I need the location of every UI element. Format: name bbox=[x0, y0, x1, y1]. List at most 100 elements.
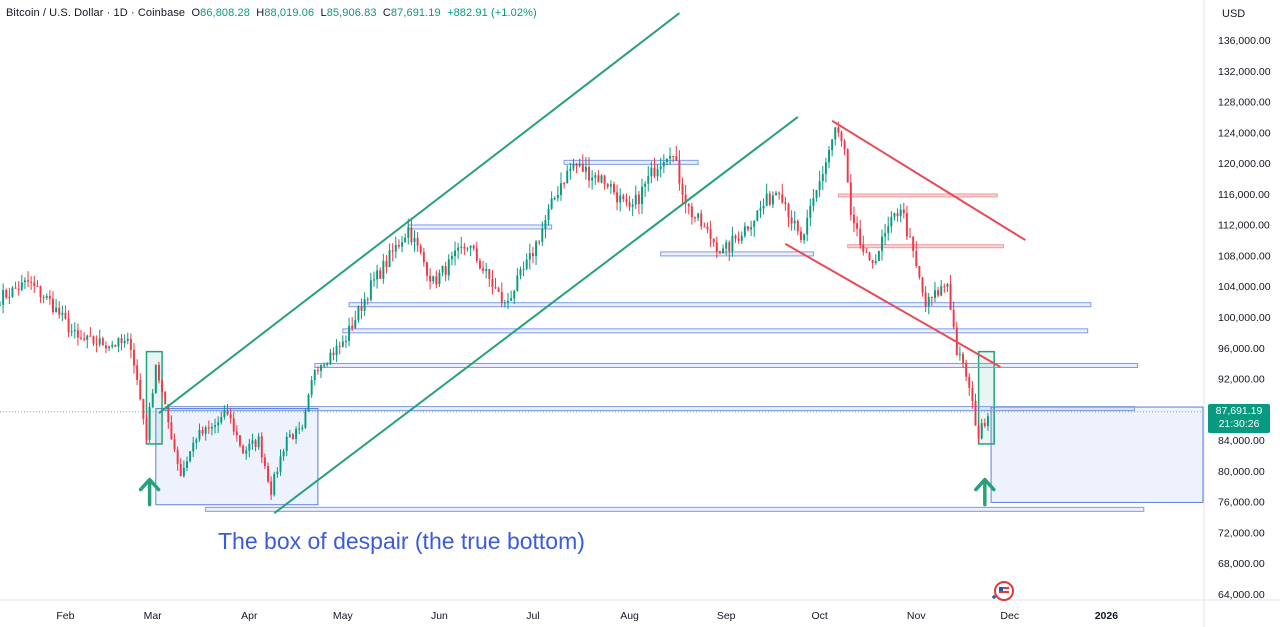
candle-body bbox=[877, 250, 880, 261]
candle-body bbox=[659, 166, 662, 170]
candle-body bbox=[167, 404, 170, 423]
candle-body bbox=[229, 414, 232, 419]
candle-body bbox=[466, 247, 469, 249]
candle-body bbox=[422, 252, 425, 263]
candle-body bbox=[285, 436, 288, 452]
candle-body bbox=[616, 192, 619, 203]
candle-body bbox=[55, 307, 58, 313]
candle-body bbox=[722, 248, 725, 254]
despair-box bbox=[155, 408, 319, 506]
red-level-zone bbox=[837, 193, 998, 198]
candle-body bbox=[958, 354, 961, 356]
time-tick-label: Apr bbox=[241, 610, 258, 622]
candle-body bbox=[868, 252, 871, 260]
candle-body bbox=[662, 161, 665, 167]
candle-body bbox=[544, 219, 547, 229]
candle-body bbox=[831, 139, 834, 151]
candle-body bbox=[391, 250, 394, 252]
support-resistance-zone bbox=[205, 506, 1145, 512]
candle-body bbox=[731, 235, 734, 252]
candle-body bbox=[787, 204, 790, 218]
candle-body bbox=[179, 464, 182, 477]
candle-body bbox=[435, 276, 438, 285]
candle-body bbox=[11, 287, 14, 297]
candle-body bbox=[781, 194, 784, 203]
candle-body bbox=[472, 245, 475, 249]
price-tick-label: 76,000.00 bbox=[1218, 497, 1265, 509]
support-resistance-zone bbox=[342, 328, 1089, 334]
candle-body bbox=[475, 248, 478, 261]
time-tick-label: Feb bbox=[56, 610, 74, 622]
candle-body bbox=[569, 168, 572, 171]
candle-body bbox=[404, 237, 407, 243]
candle-body bbox=[799, 231, 802, 240]
candle-body bbox=[631, 204, 634, 207]
uptrend-channel-line bbox=[158, 12, 681, 414]
candle-body bbox=[295, 429, 298, 439]
time-axis[interactable]: Feb Mar Apr May Jun Jul Aug Sep Oct Nov Dec 2026 bbox=[0, 599, 1280, 622]
candle-body bbox=[198, 429, 201, 440]
symbol-name: Bitcoin / U.S. Dollar · 1D · Coinbase bbox=[6, 7, 186, 19]
candle-body bbox=[195, 439, 198, 443]
candle-body bbox=[23, 280, 26, 283]
candle-body bbox=[771, 195, 774, 205]
candle-body bbox=[775, 193, 777, 196]
candle-body bbox=[890, 216, 893, 227]
candle-body bbox=[507, 300, 509, 303]
candle-body bbox=[852, 214, 855, 224]
candle-body bbox=[756, 210, 759, 221]
candle-body bbox=[812, 198, 815, 206]
candle-body bbox=[70, 331, 73, 333]
candle-body bbox=[678, 160, 681, 184]
time-tick-label: Nov bbox=[907, 610, 926, 622]
candle-body bbox=[276, 471, 279, 474]
candle-body bbox=[940, 286, 943, 296]
candle-body bbox=[637, 194, 640, 205]
candle-body bbox=[104, 345, 107, 349]
price-axis[interactable]: 136,000.00 132,000.00 128,000.00 124,000.00… bbox=[1203, 0, 1271, 627]
price-tick-label: 116,000.00 bbox=[1218, 189, 1270, 201]
candle-body bbox=[142, 399, 145, 419]
candle-body bbox=[307, 394, 310, 412]
support-resistance-zone bbox=[314, 362, 1139, 368]
candle-body bbox=[111, 344, 114, 347]
high-label: H bbox=[256, 7, 265, 19]
candle-body bbox=[351, 325, 354, 329]
candle-body bbox=[747, 226, 749, 230]
candle-body bbox=[151, 393, 154, 407]
candle-body bbox=[291, 434, 294, 439]
candle-body bbox=[519, 269, 522, 276]
candle-body bbox=[566, 170, 569, 184]
candle-body bbox=[394, 245, 397, 252]
candle-body bbox=[36, 285, 39, 287]
candle-body bbox=[500, 291, 503, 303]
candle-body bbox=[397, 245, 400, 247]
candle-body bbox=[235, 431, 238, 436]
currency-label[interactable]: USD bbox=[1222, 8, 1246, 20]
candle-body bbox=[316, 369, 319, 371]
candle-body bbox=[326, 363, 329, 365]
candle-body bbox=[887, 226, 890, 234]
candle-body bbox=[410, 227, 413, 243]
candle-body bbox=[83, 338, 86, 340]
despair-box bbox=[990, 406, 1204, 503]
candle-body bbox=[157, 364, 160, 381]
candle-body bbox=[488, 269, 491, 279]
candle-body bbox=[267, 466, 269, 482]
time-tick-label: May bbox=[333, 610, 354, 622]
high-value: 88,019.06 bbox=[264, 7, 315, 19]
candle-body bbox=[684, 194, 687, 204]
candle-body bbox=[189, 451, 192, 462]
candle-body bbox=[192, 442, 195, 452]
candle-body bbox=[366, 299, 369, 301]
candle-body bbox=[962, 354, 964, 363]
candle-body bbox=[572, 163, 575, 169]
candle-body bbox=[139, 380, 142, 400]
candle-body bbox=[354, 320, 357, 329]
candle-body bbox=[647, 176, 650, 184]
candle-body bbox=[48, 295, 51, 299]
candle-body bbox=[815, 190, 818, 199]
candle-body bbox=[824, 162, 827, 175]
change-value: +882.91 (+1.02%) bbox=[447, 7, 537, 19]
